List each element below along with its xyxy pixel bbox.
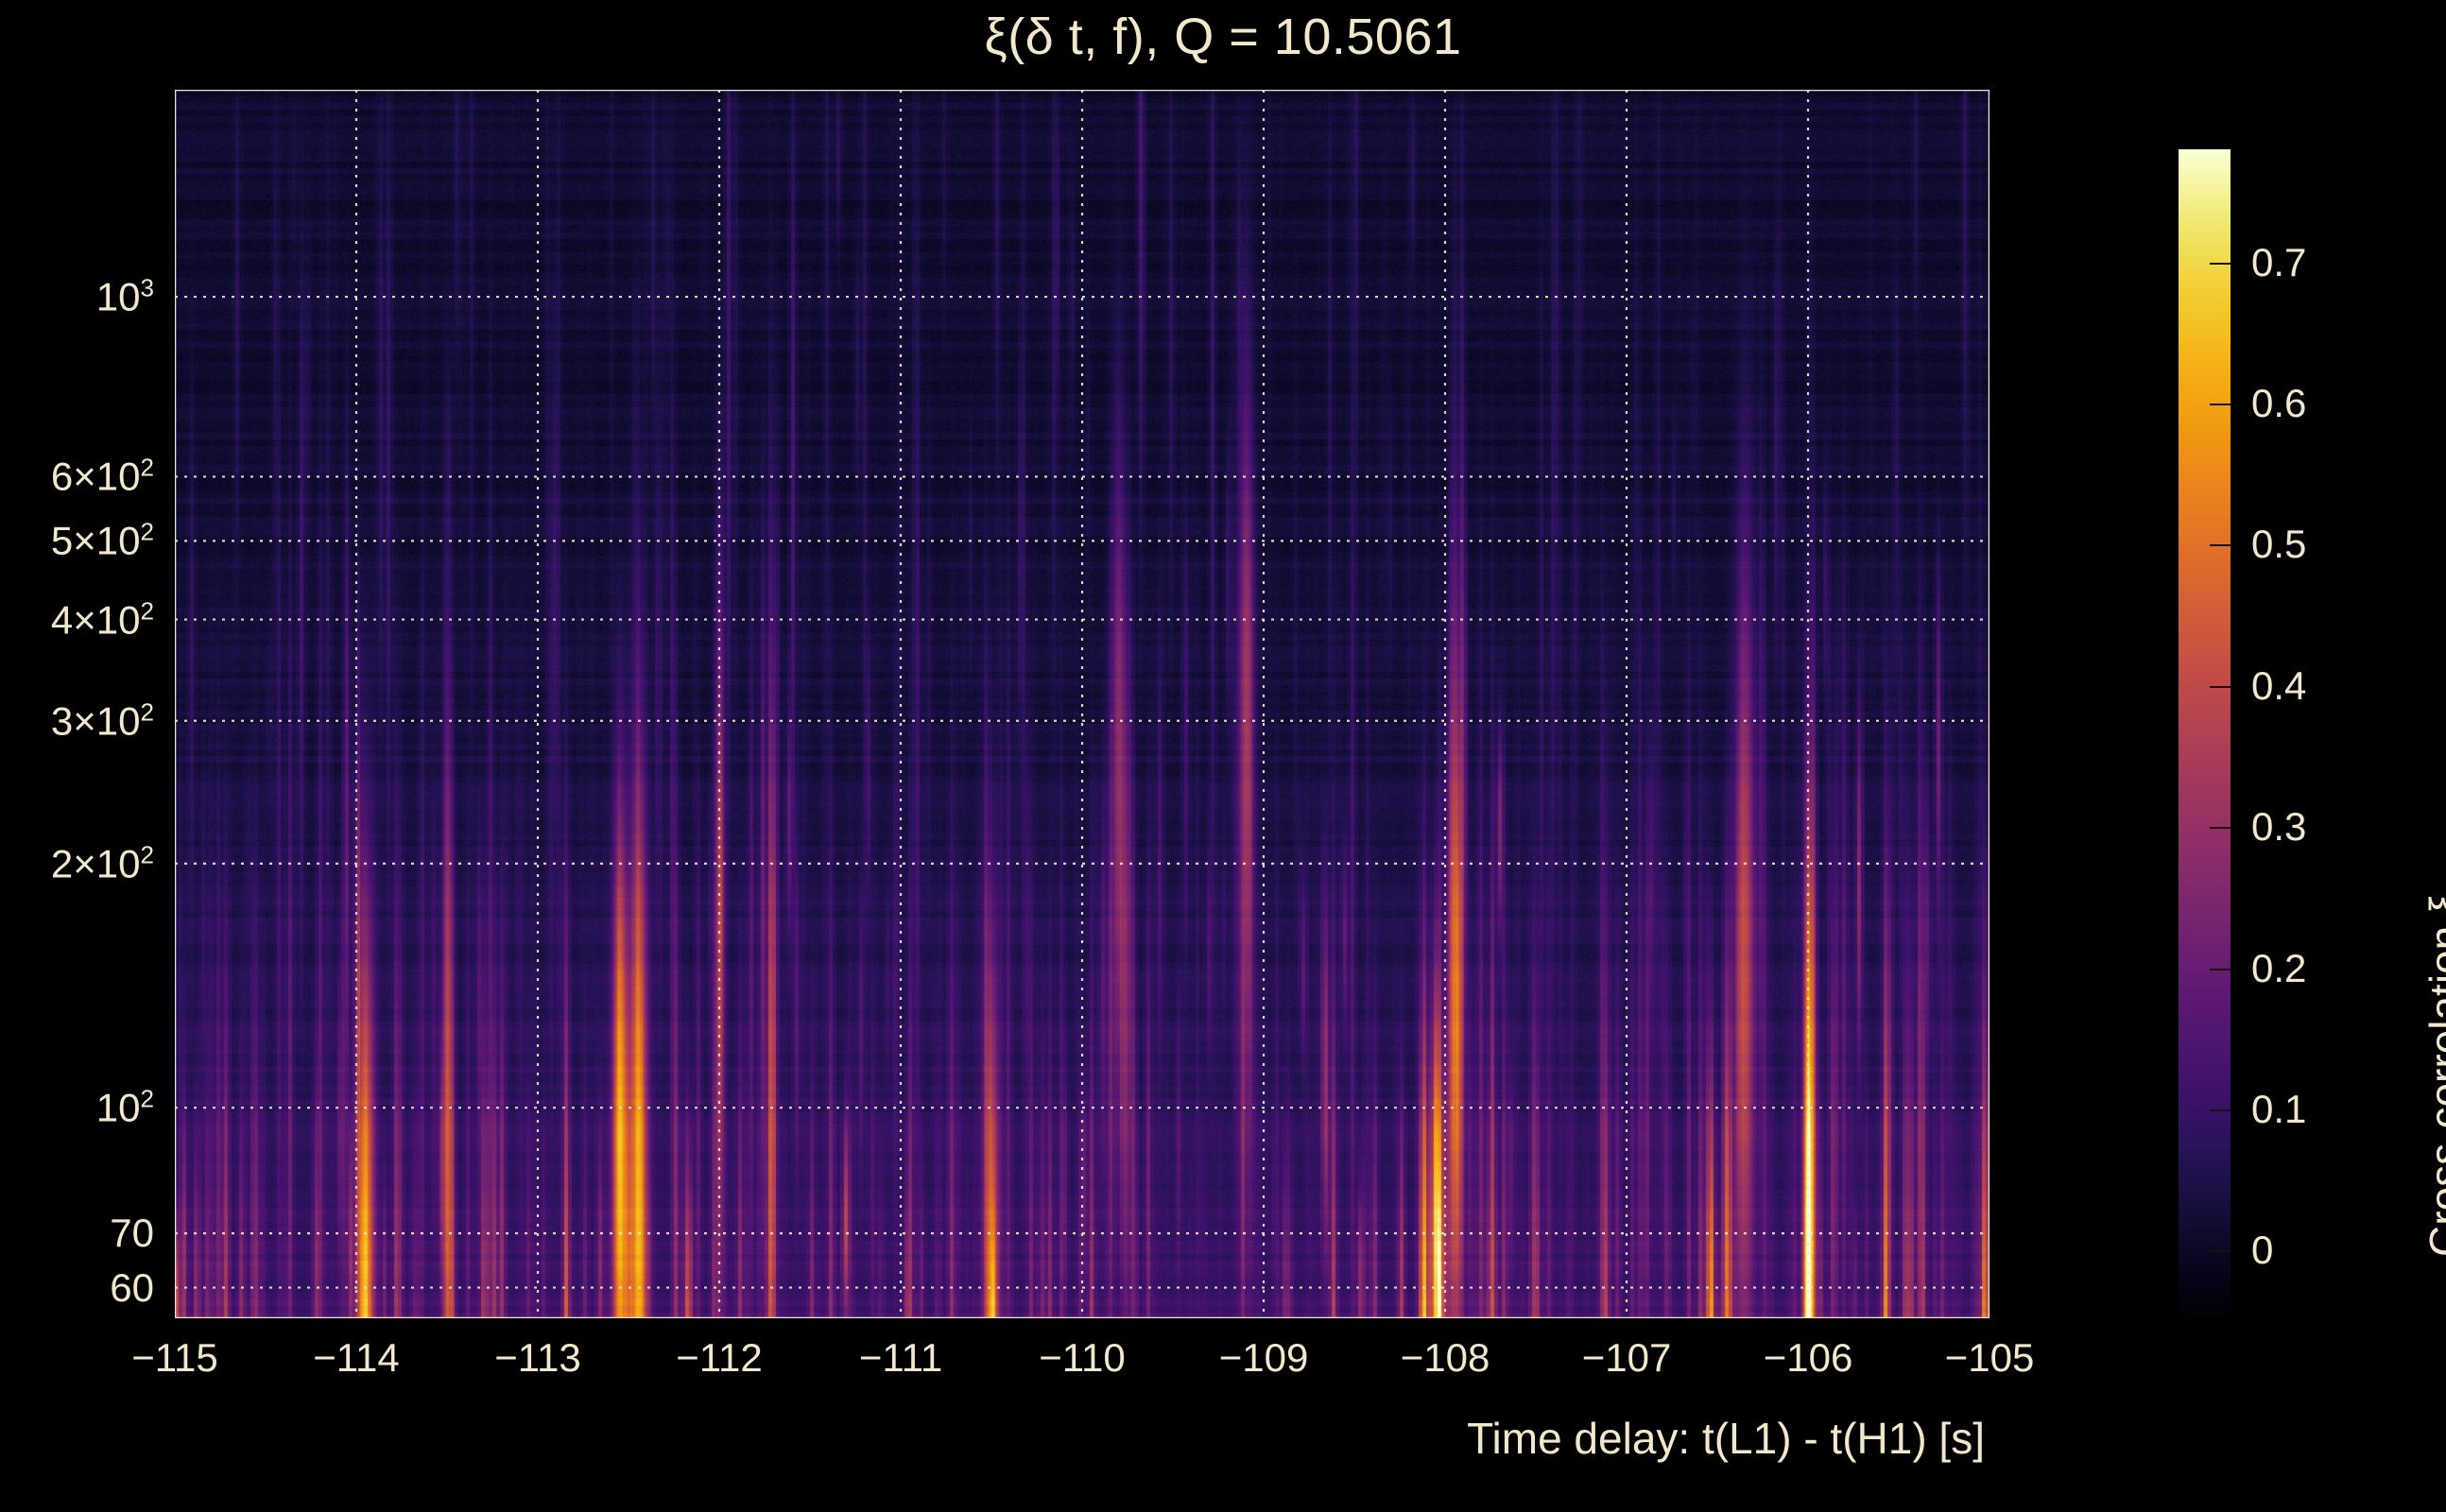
colorbar-tick-mark xyxy=(2210,968,2231,971)
x-tick-label: −108 xyxy=(1400,1335,1490,1380)
colorbar-tick-label: 0.5 xyxy=(2251,522,2307,567)
colorbar-tick-label: 0.4 xyxy=(2251,662,2307,708)
y-tick-label: 102 xyxy=(95,1084,154,1130)
colorbar-tick-label: 0.6 xyxy=(2251,380,2307,425)
colorbar-tick-mark xyxy=(2210,827,2231,830)
spectrogram-image xyxy=(175,90,1990,1318)
x-tick-label: −111 xyxy=(858,1335,943,1380)
x-tick-label: −110 xyxy=(1039,1335,1126,1380)
spectrogram-plot-area xyxy=(175,90,1990,1318)
x-tick-label: −105 xyxy=(1944,1335,2035,1380)
colorbar-tick-label: 0 xyxy=(2251,1228,2274,1273)
x-tick-label: −115 xyxy=(131,1335,218,1380)
y-tick-label: 60 xyxy=(110,1264,154,1310)
colorbar xyxy=(2179,149,2231,1321)
colorbar-tick-mark xyxy=(2210,1250,2231,1253)
colorbar-tick-label: 0.2 xyxy=(2251,945,2307,990)
y-tick-label: 3×102 xyxy=(50,697,154,744)
colorbar-tick-mark xyxy=(2210,544,2231,547)
colorbar-tick-label: 0.1 xyxy=(2251,1086,2307,1131)
x-tick-label: −107 xyxy=(1581,1335,1672,1380)
figure-title: ξ(δ t, f), Q = 10.5061 xyxy=(984,9,1462,65)
y-tick-label: 5×102 xyxy=(50,517,154,563)
x-axis-title: Time delay: t(L1) - t(H1) [s] xyxy=(1467,1414,1985,1463)
x-tick-label: −106 xyxy=(1763,1335,1853,1380)
y-tick-label: 70 xyxy=(110,1211,154,1256)
y-tick-label: 6×102 xyxy=(50,453,154,499)
y-tick-label: 4×102 xyxy=(50,596,154,643)
colorbar-tick-mark xyxy=(2210,403,2231,405)
colorbar-tick-mark xyxy=(2210,1108,2231,1111)
x-tick-label: −109 xyxy=(1218,1335,1309,1380)
colorbar-title: Cross-correlation ξ xyxy=(2420,894,2446,1257)
x-tick-label: −114 xyxy=(313,1335,400,1380)
colorbar-tick-label: 0.3 xyxy=(2251,804,2307,850)
colorbar-tick-label: 0.7 xyxy=(2251,239,2307,284)
y-tick-label: 103 xyxy=(95,273,154,319)
colorbar-gradient xyxy=(2179,149,2231,1321)
x-tick-label: −112 xyxy=(676,1335,763,1380)
colorbar-tick-mark xyxy=(2210,262,2231,265)
colorbar-tick-mark xyxy=(2210,685,2231,688)
y-tick-label: 2×102 xyxy=(50,840,154,886)
x-tick-label: −113 xyxy=(494,1335,581,1380)
